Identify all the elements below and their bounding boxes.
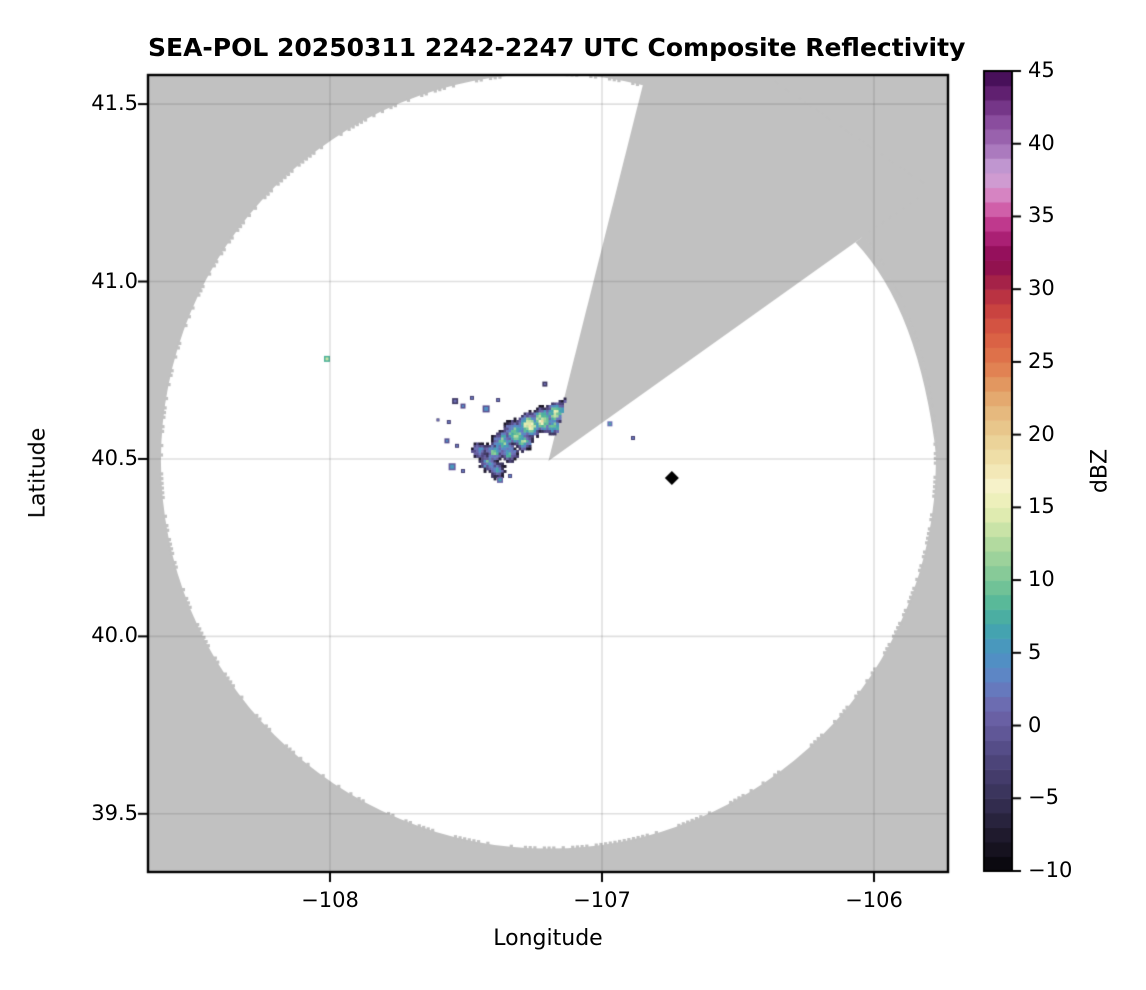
y-tick-label: 41.5	[91, 91, 138, 116]
colorbar-tick-label: 25	[1028, 348, 1055, 373]
colorbar-tick-label: −10	[1028, 858, 1073, 882]
chart-title: SEA-POL 20250311 2242-2247 UTC Composite…	[148, 33, 966, 62]
x-tick-label: −108	[301, 888, 359, 912]
colorbar-tick-label: 45	[1028, 58, 1055, 82]
colorbar-tick-label: 40	[1028, 130, 1055, 155]
colorbar-tick-label: 10	[1028, 567, 1055, 592]
colorbar-tick-label: 35	[1028, 203, 1055, 228]
colorbar-tick-label: 30	[1028, 276, 1055, 301]
colorbar-tick-label: 0	[1028, 712, 1042, 737]
colorbar-tick-label: 5	[1028, 639, 1042, 664]
y-tick-label: 40.0	[91, 623, 138, 648]
colorbar-tick-label: −5	[1028, 785, 1059, 810]
x-tick-label: −107	[573, 888, 631, 912]
colorbar-tick-label: 20	[1028, 421, 1055, 446]
y-axis-label: Latitude	[25, 427, 51, 519]
colorbar-tick-label: 15	[1028, 494, 1055, 519]
x-axis-label: Longitude	[493, 926, 603, 951]
colorbar-label: dBZ	[1087, 448, 1113, 494]
y-tick-label: 39.5	[91, 800, 138, 825]
y-tick-label: 41.0	[91, 268, 138, 293]
y-tick-label: 40.5	[91, 445, 138, 470]
x-tick-label: −106	[845, 888, 903, 912]
